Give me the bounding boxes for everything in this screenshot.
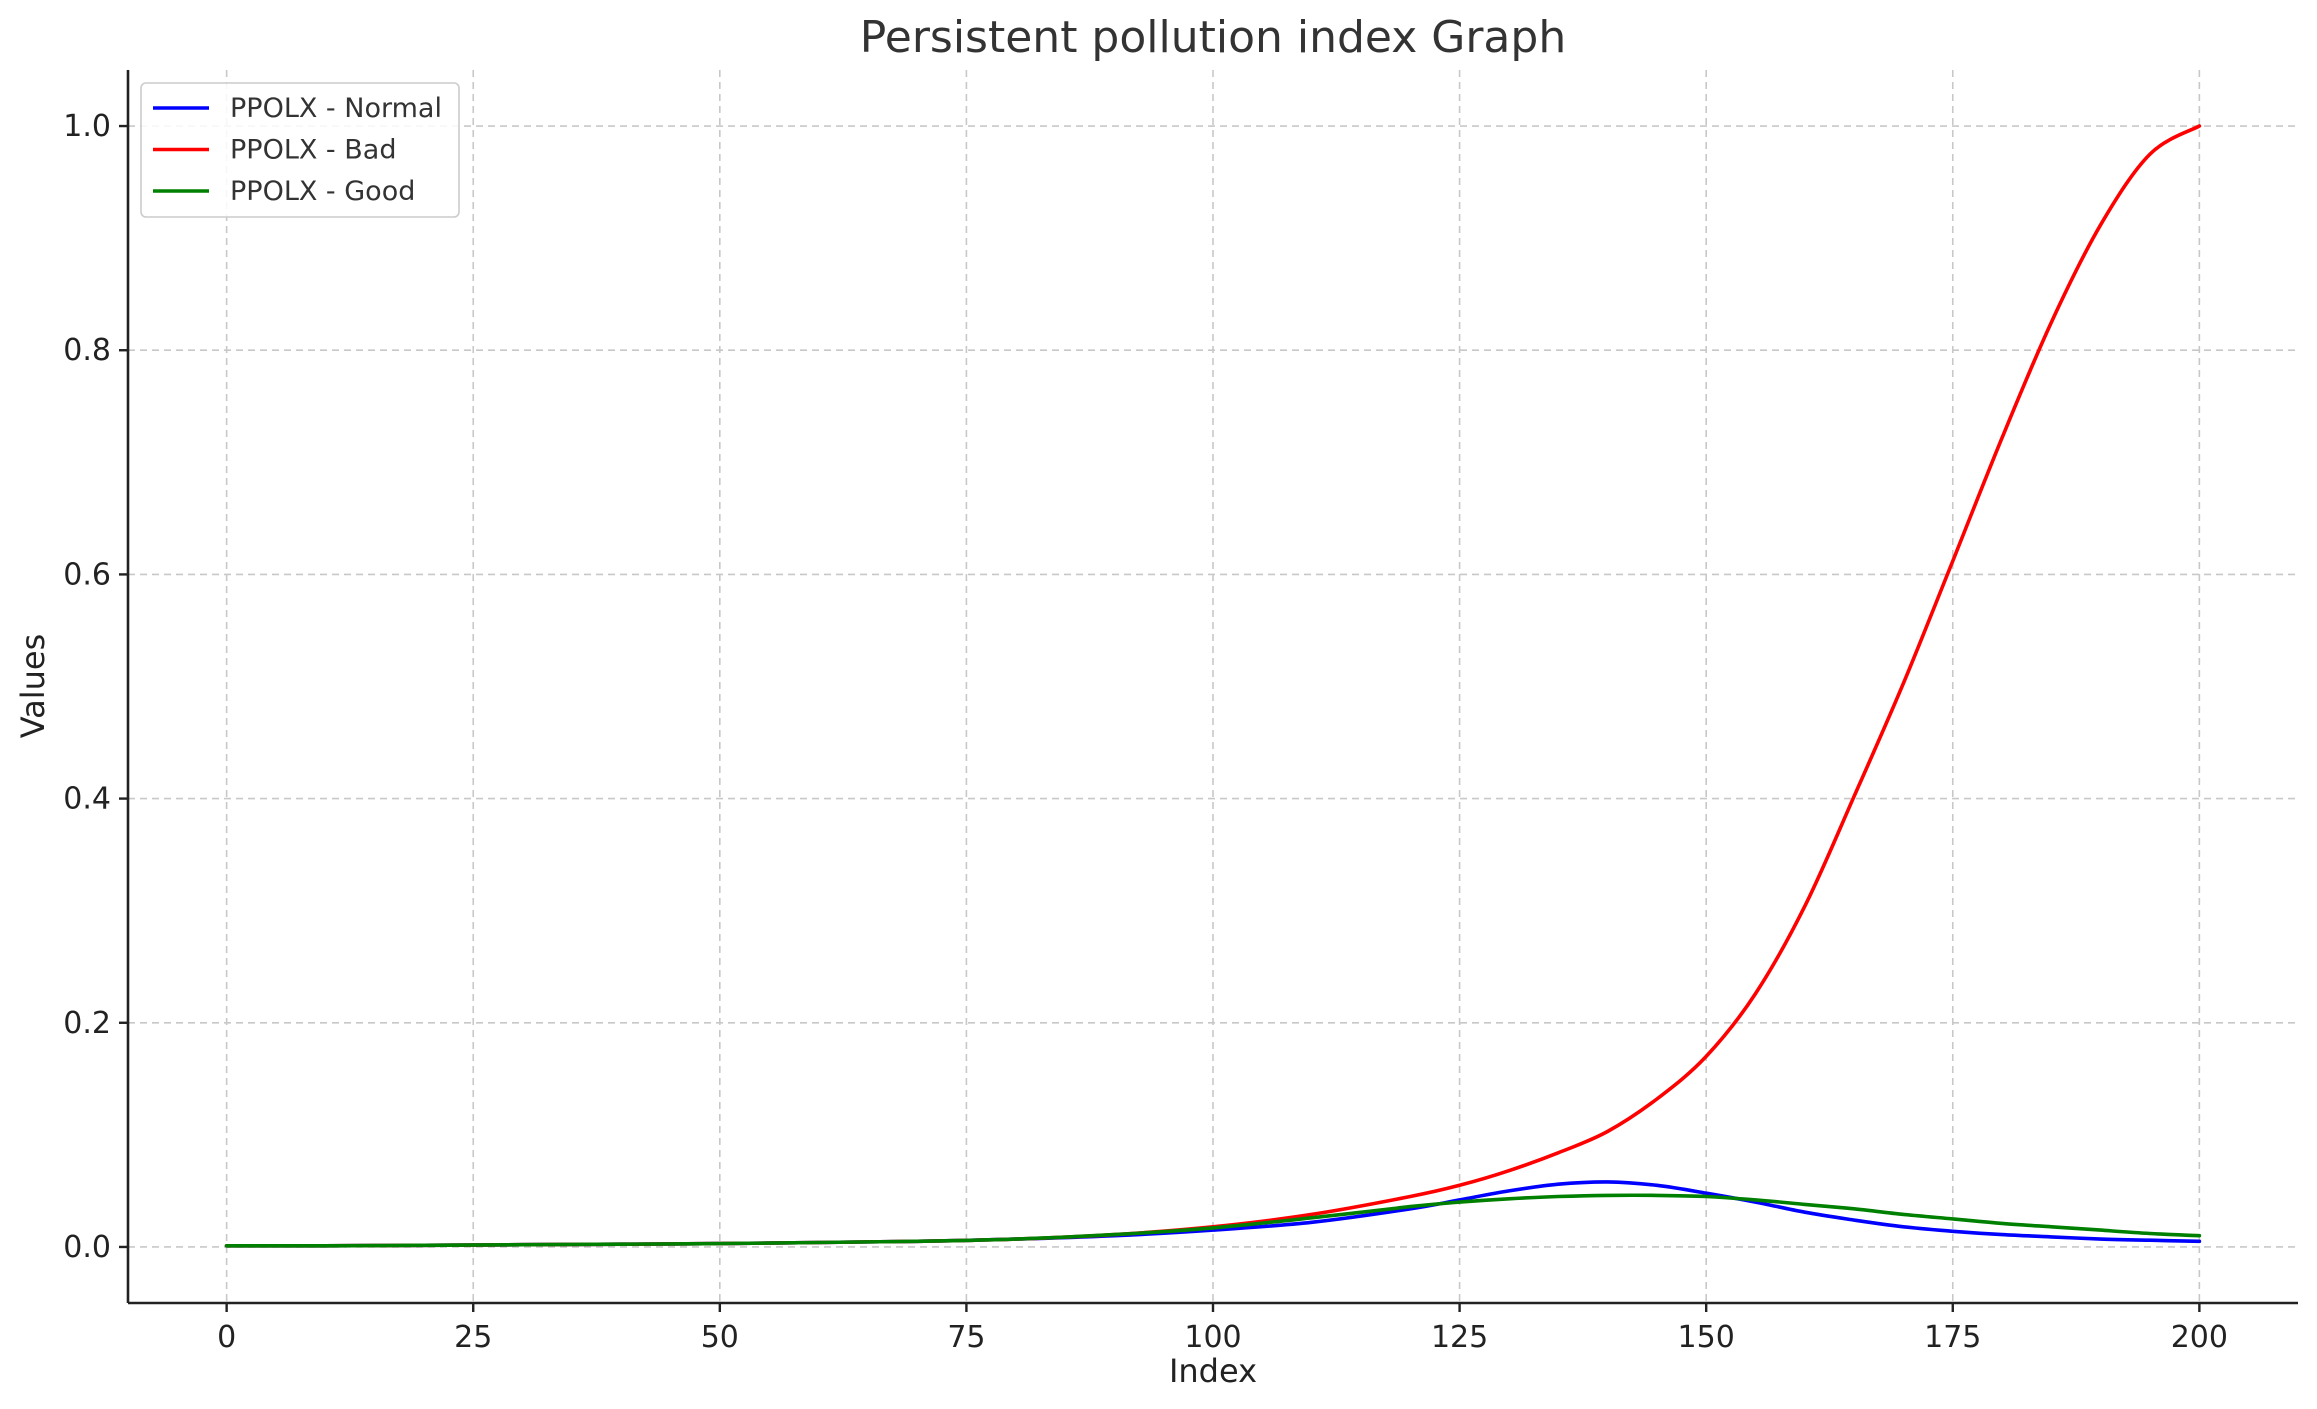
- x-tick-label: 175: [1924, 1320, 1981, 1355]
- legend-label: PPOLX - Bad: [230, 135, 396, 166]
- x-tick-label: 0: [217, 1320, 236, 1355]
- y-axis-title: Values: [14, 634, 52, 739]
- y-tick-label: 0.8: [63, 333, 111, 368]
- series-lines: [224, 124, 2202, 1248]
- x-tick-label: 50: [701, 1320, 739, 1355]
- x-tick-label: 100: [1184, 1320, 1241, 1355]
- y-tick-label: 0.0: [63, 1230, 111, 1265]
- legend-box: [140, 82, 460, 218]
- grid: [128, 70, 2298, 1303]
- ticks: 0 25 50 75 100 125 150 175 200 0.0 0.2 0.4 0.6 0.8 1.0: [63, 109, 2228, 1355]
- chart-title: Persistent pollution index Graph: [860, 12, 1566, 63]
- y-tick-label: 1.0: [63, 109, 111, 144]
- legend-label: PPOLX - Normal: [230, 93, 442, 124]
- y-tick-label: 0.4: [63, 782, 111, 817]
- x-tick-label: 150: [1678, 1320, 1735, 1355]
- x-tick-label: 200: [2171, 1320, 2228, 1355]
- x-tick-label: 125: [1431, 1320, 1488, 1355]
- y-tick-label: 0.6: [63, 557, 111, 592]
- x-axis-title: Index: [1169, 1352, 1257, 1390]
- series-line-ppolx-good: [224, 1193, 2202, 1248]
- legend: PPOLX - Normal PPOLX - Bad PPOLX - Good: [140, 82, 460, 218]
- y-tick-label: 0.2: [63, 1006, 111, 1041]
- x-tick-label: 75: [947, 1320, 985, 1355]
- legend-label: PPOLX - Good: [230, 176, 415, 207]
- x-tick-label: 25: [454, 1320, 492, 1355]
